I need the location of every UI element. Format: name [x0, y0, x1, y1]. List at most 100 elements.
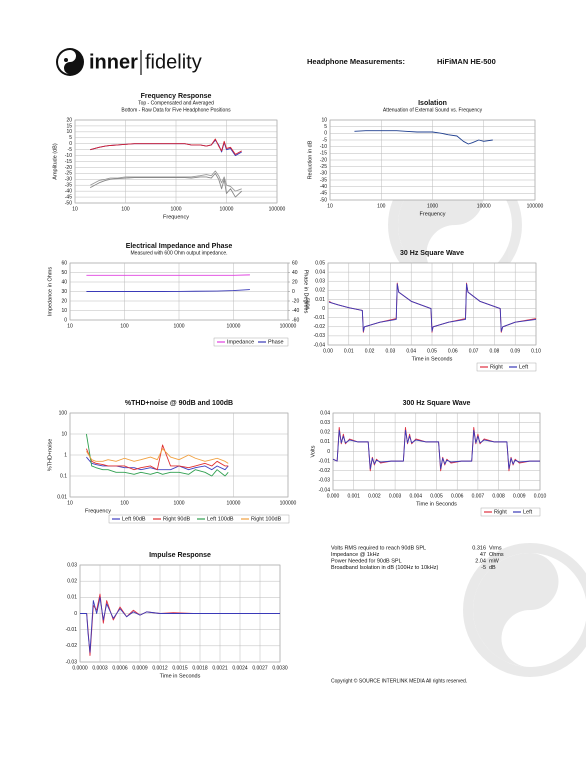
y-tick-label: -0.01	[66, 627, 78, 633]
y-tick-label: 20	[61, 298, 67, 304]
y2-tick-label: 40	[292, 270, 298, 276]
y2-tick-label: -40	[292, 308, 299, 314]
legend-box	[480, 507, 541, 517]
spec-unit: dB	[489, 565, 496, 571]
x-tick-label: 0.01	[344, 348, 354, 354]
y-tick-label: -5	[323, 137, 328, 143]
series-line	[86, 289, 250, 292]
legend-label: Impedance	[227, 339, 254, 345]
y-tick-label: -0.03	[314, 333, 326, 339]
x-tick-label: 0.0030	[272, 665, 288, 671]
series-line	[85, 444, 229, 471]
x-tick-label: 100000	[280, 500, 297, 506]
x-tick-label: 1000	[427, 203, 438, 209]
spec-label: Broadband Isolation in dB (100Hz to 10kH…	[331, 565, 438, 571]
chart-subtitle: Top - Compensated and Averaged	[138, 100, 214, 106]
x-tick-label: 100	[377, 203, 386, 209]
y-tick-label: 0.02	[320, 430, 330, 436]
x-tick-label: 10	[67, 323, 73, 329]
y-tick-label: -25	[320, 164, 327, 170]
x-tick-label: 0.0006	[112, 665, 128, 671]
chart-title: 30 Hz Square Wave	[400, 250, 464, 257]
y-tick-label: -10	[65, 153, 72, 159]
spec-value: 47	[480, 552, 486, 558]
logo: inner fidelity	[56, 48, 202, 76]
x-tick-label: 1000	[173, 500, 184, 506]
legend-label: Right 90dB	[163, 516, 191, 522]
y-tick-label: -35	[65, 183, 72, 189]
chart-subtitle: Bottom - Raw Data for Five Headphone Pos…	[121, 107, 231, 113]
legend-label: Right 100dB	[251, 516, 282, 522]
y-tick-label: 20	[66, 117, 72, 123]
x-axis-label: Frequency	[420, 211, 446, 217]
series-line	[85, 433, 229, 477]
y-tick-label: 0.01	[315, 297, 325, 303]
x-tick-label: 100	[120, 500, 129, 506]
y-tick-label: 0	[64, 317, 67, 323]
x-axis-label: Time in Seconds	[160, 673, 201, 679]
y-tick-label: 0.1	[60, 473, 67, 479]
y-tick-label: 0	[69, 141, 72, 147]
y2-axis-label: Phase in Degrees	[303, 270, 309, 314]
y-tick-label: 10	[66, 129, 72, 135]
y-tick-label: 40	[61, 279, 67, 285]
y-tick-label: -30	[320, 171, 327, 177]
x-tick-label: 0.001	[347, 493, 360, 499]
y-axis-label: Amplitude (dB)	[52, 143, 58, 180]
y-tick-label: 0.01	[320, 439, 330, 445]
x-tick-label: 0.0000	[72, 665, 88, 671]
spec-label: Power Needed for 90dB SPL	[331, 558, 402, 564]
legend-label: Left	[519, 364, 529, 370]
y-tick-label: -0.02	[314, 324, 326, 330]
legend-label: Right	[490, 364, 503, 370]
y2-tick-label: 0	[292, 289, 295, 295]
x-tick-label: 0.00	[323, 348, 333, 354]
y-tick-label: 0.02	[315, 288, 325, 294]
chart-subtitle: Attenuation of External Sound vs. Freque…	[383, 107, 483, 113]
y-tick-label: 0.03	[315, 279, 325, 285]
x-tick-label: 0.005	[430, 493, 443, 499]
y-axis-label: Volts	[310, 445, 316, 457]
y-tick-label: -0.03	[66, 659, 78, 665]
spec-unit: Vrms	[489, 545, 502, 551]
y-tick-label: -5	[68, 147, 73, 153]
y-tick-label: -0.01	[319, 458, 331, 464]
y-tick-label: 50	[61, 270, 67, 276]
copyright: Copyright © SOURCE INTERLINK MEDIA All r…	[331, 677, 467, 684]
series-line	[86, 448, 229, 464]
y-tick-label: 15	[66, 123, 72, 129]
x-tick-label: 100	[121, 206, 130, 212]
legend-label: Left 90dB	[122, 516, 146, 522]
y-tick-label: -30	[65, 177, 72, 183]
chart-title: Isolation	[418, 100, 447, 107]
y-tick-label: 0.01	[67, 595, 77, 601]
x-tick-label: 10000	[220, 206, 234, 212]
y-tick-label: 0.04	[315, 269, 325, 275]
x-tick-label: 0.10	[531, 348, 541, 354]
y-tick-label: -45	[65, 194, 72, 200]
x-tick-label: 10	[72, 206, 78, 212]
x-tick-label: 0.0003	[92, 665, 108, 671]
series-line	[90, 138, 242, 155]
x-tick-label: 0.0015	[172, 665, 188, 671]
x-tick-label: 0.08	[490, 348, 500, 354]
y-tick-label: 0.04	[320, 410, 330, 416]
legend-label: Right	[494, 509, 507, 515]
x-tick-label: 0.004	[410, 493, 423, 499]
y-tick-label: -0.04	[319, 487, 331, 493]
y-tick-label: 0.03	[320, 420, 330, 426]
y2-tick-label: -60	[292, 317, 299, 323]
series-line	[354, 130, 493, 145]
y-tick-label: 0	[74, 611, 77, 617]
y-tick-label: 30	[61, 289, 67, 295]
y-tick-label: -15	[65, 159, 72, 165]
logo-bold: inner	[89, 51, 138, 73]
spec-label: Volts RMS required to reach 90dB SPL	[331, 545, 426, 551]
chart-title: 300 Hz Square Wave	[403, 400, 471, 407]
x-axis-label: Frequency	[85, 508, 111, 514]
legend-box	[476, 362, 537, 372]
x-tick-label: 0.009	[513, 493, 526, 499]
x-tick-label: 100000	[269, 206, 286, 212]
x-tick-label: 0.002	[368, 493, 381, 499]
legend-box	[213, 337, 289, 347]
